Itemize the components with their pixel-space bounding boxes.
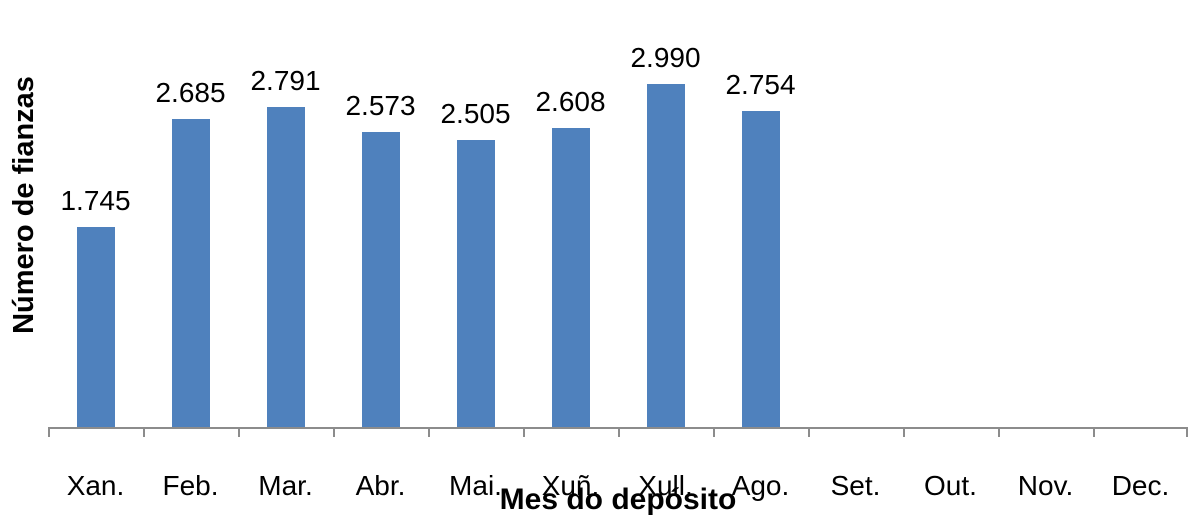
category-slot — [998, 28, 1093, 428]
category-label: Xull. — [638, 470, 693, 501]
data-label: 2.990 — [630, 42, 701, 74]
data-label: 2.608 — [535, 86, 606, 118]
bar-feb — [171, 119, 210, 428]
tick-mark — [333, 428, 335, 437]
tick-mark — [523, 428, 525, 437]
category-slot: 2.608 — [523, 28, 618, 428]
bar-ago — [741, 111, 780, 428]
category-slot: 2.990 — [618, 28, 713, 428]
tick-mark — [238, 428, 240, 437]
tick-mark — [1093, 428, 1095, 437]
tick-mark — [903, 428, 905, 437]
category-label: Out. — [924, 470, 977, 501]
category-label: Xuñ. — [541, 470, 600, 501]
category-slot: 2.573 — [333, 28, 428, 428]
data-label: 2.505 — [440, 98, 511, 130]
bar-xull — [646, 84, 685, 428]
data-label: 2.791 — [250, 65, 321, 97]
bar-mar — [266, 107, 305, 428]
tick-mark — [808, 428, 810, 437]
category-label: Nov. — [1017, 470, 1074, 501]
category-label: Dec. — [1111, 470, 1170, 501]
bar-xuñ — [551, 128, 590, 428]
category-label: Set. — [830, 470, 881, 501]
tick-mark — [48, 428, 50, 437]
data-label: 2.573 — [345, 90, 416, 122]
data-label: 1.745 — [60, 185, 131, 217]
tick-mark — [1186, 428, 1188, 437]
category-label: Ago. — [731, 470, 790, 501]
category-slot: 2.791 — [238, 28, 333, 428]
x-axis-title: Mes do depósito — [499, 483, 737, 516]
tick-mark — [998, 428, 1000, 437]
data-label: 2.754 — [725, 69, 796, 101]
data-label: 2.685 — [155, 77, 226, 109]
plot-area: 1.745 2.685 2.791 2.573 2.505 2.608 2.990 2.754… — [48, 28, 1188, 501]
tick-mark — [713, 428, 715, 437]
tick-mark — [618, 428, 620, 437]
category-label: Mai. — [449, 470, 502, 501]
bar-abr — [361, 132, 400, 428]
category-slot — [1093, 28, 1188, 428]
category-label: Mar. — [258, 470, 313, 501]
category-slot: 2.685 — [143, 28, 238, 428]
category-label: Feb. — [162, 470, 219, 501]
category-label: Abr. — [355, 470, 406, 501]
bar-mai — [456, 140, 495, 428]
category-slot: 2.505 — [428, 28, 523, 428]
category-slot — [903, 28, 998, 428]
category-label: Xan. — [66, 470, 125, 501]
bar-xan — [76, 227, 115, 428]
category-slot: 2.754 — [713, 28, 808, 428]
category-slot — [808, 28, 903, 428]
category-slot: 1.745 — [48, 28, 143, 428]
tick-mark — [428, 428, 430, 437]
tick-mark — [143, 428, 145, 437]
y-axis-title: Número de fianzas — [8, 76, 40, 334]
